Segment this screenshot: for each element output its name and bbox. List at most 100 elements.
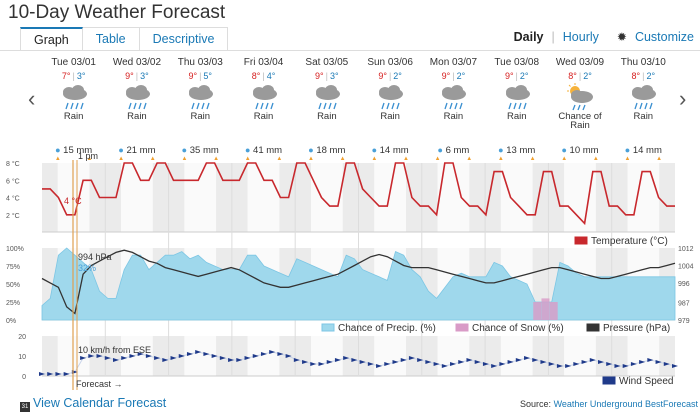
wind-arrow	[565, 364, 572, 368]
customize-link[interactable]: Customize	[634, 30, 694, 44]
wind-arrow	[524, 356, 531, 360]
night-shade	[548, 163, 565, 232]
night-shade	[390, 163, 406, 232]
day-low-temp: 2°	[583, 71, 592, 81]
pressure-tick-label: 996	[678, 281, 690, 288]
daily-toggle[interactable]: Daily	[513, 30, 544, 44]
night-shade	[659, 248, 675, 320]
wind-arrow	[433, 362, 440, 366]
night-shade	[643, 163, 660, 232]
wind-arrow	[581, 360, 588, 364]
day-high-temp: 9°	[125, 71, 134, 81]
day-precip: ● 41 mm	[232, 145, 295, 156]
sunset-icon: ▲	[656, 156, 663, 162]
day-low-temp: 3°	[76, 71, 86, 81]
day-column[interactable]: Thu 03/03 9° | 5° Rain ● 35 mm ▲ ▲	[169, 57, 232, 162]
night-shade	[627, 248, 644, 320]
day-column[interactable]: Sat 03/05 9° | 3° Rain ● 18 mm ▲ ▲	[295, 57, 358, 162]
wind-arrow	[384, 362, 391, 366]
night-shade	[231, 248, 248, 320]
night-shade	[57, 336, 74, 376]
day-date: Tue 03/01	[51, 57, 96, 68]
day-low-temp: 3°	[140, 71, 149, 81]
wind-arrow	[441, 364, 448, 368]
night-shade	[311, 336, 327, 376]
sun-markers: ▲ ▲	[169, 156, 232, 162]
wind-arrow	[515, 358, 522, 362]
wind-arrow	[647, 358, 654, 362]
day-high-temp: 9°	[315, 71, 324, 81]
wind-arrow	[466, 358, 473, 362]
wind-arrow	[532, 358, 539, 362]
wind-arrow	[63, 372, 70, 376]
day-low-temp: 5°	[203, 71, 213, 81]
night-shade	[295, 163, 312, 232]
day-column[interactable]: Thu 03/10 8° | 2° Rain ● 14 mm ▲ ▲	[612, 57, 675, 162]
chevron-left-icon[interactable]: ‹	[28, 86, 36, 111]
day-column[interactable]: Wed 03/09 8° | 2° Chance of Rain ● 10 mm ▲…	[548, 57, 611, 162]
wind-arrow	[408, 356, 415, 360]
tab-graph[interactable]: Graph	[20, 27, 83, 51]
day-condition: Rain	[443, 111, 464, 122]
night-shade	[263, 248, 280, 320]
sunrise-icon: ▲	[308, 156, 314, 162]
day-temps: 9° | 3°	[315, 71, 339, 81]
day-precip: ● 15 mm	[42, 145, 105, 156]
wind-arrow	[474, 360, 481, 364]
night-shade	[121, 163, 137, 232]
day-column[interactable]: Wed 03/02 9° | 3° Rain ● 21 mm ▲ ▲	[105, 57, 168, 162]
temperature-tick-label: 2 °C	[6, 212, 20, 220]
wind-arrow	[252, 354, 259, 358]
day-date: Fri 03/04	[243, 57, 284, 68]
day-column[interactable]: Mon 03/07 9° | 2° Rain ● 6 mm ▲ ▲	[422, 57, 485, 162]
calendar-forecast-link[interactable]: 31 View Calendar Forecast	[20, 396, 166, 412]
pressure-line	[41, 249, 676, 315]
source-link[interactable]: Weather Underground BestForecast	[553, 399, 698, 409]
night-shade	[263, 163, 280, 232]
day-precip-amount: 13 mm	[506, 145, 536, 156]
wind-arrow	[112, 358, 119, 362]
night-shade	[247, 248, 264, 320]
night-shade	[595, 163, 612, 232]
wind-arrow	[219, 356, 226, 360]
wind-arrow	[96, 354, 103, 358]
day-date: Mon 03/07	[429, 57, 478, 68]
day-column[interactable]: Tue 03/01 7° | 3° Rain ● 15 mm ▲ ▲	[42, 57, 105, 162]
sunrise-icon: ▲	[118, 156, 125, 162]
night-shade	[42, 163, 58, 232]
sunset-icon: ▲	[402, 156, 409, 162]
wind-arrow	[47, 372, 54, 376]
day-column[interactable]: Sun 03/06 9° | 2° Rain ● 14 mm ▲ ▲	[358, 57, 421, 162]
sunrise-icon: ▲	[244, 156, 251, 162]
day-column[interactable]: Fri 03/04 8° | 4° Rain ● 41 mm ▲ ▲	[232, 57, 295, 162]
wind-arrow	[630, 362, 637, 366]
day-column[interactable]: Tue 03/08 9° | 2° Rain ● 13 mm ▲ ▲	[485, 57, 548, 162]
chevron-right-icon[interactable]: ›	[679, 86, 687, 111]
wind-tick-label: 10	[18, 354, 26, 361]
gear-icon[interactable]: ✹	[616, 30, 627, 44]
sun-markers: ▲ ▲	[295, 156, 358, 162]
day-temps: 8° | 2°	[631, 71, 656, 81]
snow-bar	[541, 298, 550, 320]
night-shade	[374, 248, 391, 320]
sun-markers: ▲ ▲	[358, 156, 421, 162]
night-shade	[500, 248, 517, 320]
night-shade	[485, 336, 501, 376]
tab-table[interactable]: Table	[82, 27, 140, 51]
hourly-link[interactable]: Hourly	[562, 30, 599, 44]
night-shade	[532, 336, 549, 376]
night-shade	[247, 336, 264, 376]
tab-descriptive[interactable]: Descriptive	[139, 27, 229, 51]
day-precip: ● 13 mm	[485, 145, 548, 156]
wind-arrow	[104, 356, 111, 360]
night-shade	[437, 248, 454, 320]
night-shade	[532, 163, 549, 232]
wind-arrow	[203, 352, 210, 356]
raindrop-icon: ●	[371, 145, 377, 155]
precip-tick-label: 100%	[6, 246, 24, 253]
day-precip: ● 14 mm	[612, 145, 675, 156]
night-shade	[643, 248, 660, 320]
rain-icon	[485, 82, 548, 112]
sunset-icon: ▲	[592, 156, 599, 162]
day-temps: 7° | 3°	[61, 71, 86, 81]
